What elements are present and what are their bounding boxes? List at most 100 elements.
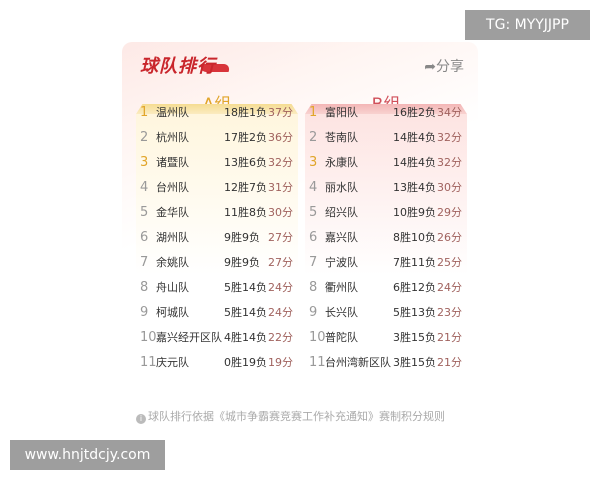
card-title: 球队排行: [140, 56, 216, 77]
group-b: B组 1富阳队16胜2负34分2苍南队14胜4负32分3永康队14胜4负32分4…: [305, 95, 467, 370]
team-points: 27分: [268, 231, 293, 244]
team-rank: 1: [140, 105, 149, 120]
team-row: 4 丽水队 13胜4负 30分: [305, 175, 467, 200]
team-rank: 10: [140, 330, 157, 345]
team-row: 4 台州队 12胜7负 31分: [136, 175, 298, 200]
team-record: 13胜4负: [393, 181, 436, 194]
team-points: 27分: [268, 256, 293, 269]
team-row: 9 柯城队 5胜14负 24分: [136, 300, 298, 325]
team-record: 14胜4负: [393, 156, 436, 169]
team-points: 32分: [268, 156, 293, 169]
team-points: 21分: [437, 331, 462, 344]
team-row: 11 台州湾新区队 3胜15负 21分: [305, 350, 467, 375]
share-icon: ➦: [424, 59, 436, 75]
team-rank: 1: [309, 105, 318, 120]
rules-note: i 球队排行依据《城市争霸赛竞赛工作补充通知》赛制积分规则: [136, 408, 445, 424]
team-points: 32分: [437, 156, 462, 169]
team-points: 24分: [268, 306, 293, 319]
team-row: 7 余姚队 9胜9负 27分: [136, 250, 298, 275]
team-record: 3胜15负: [393, 331, 436, 344]
team-row: 2 苍南队 14胜4负 32分: [305, 125, 467, 150]
team-record: 9胜9负: [224, 256, 260, 269]
team-rank: 8: [140, 280, 149, 295]
group-header-bar: [136, 104, 298, 114]
team-name: 湖州队: [156, 231, 189, 244]
team-record: 18胜1负: [224, 106, 267, 119]
team-name: 长兴队: [325, 306, 358, 319]
team-rank: 9: [309, 305, 318, 320]
team-rank: 6: [309, 230, 318, 245]
team-name: 金华队: [156, 206, 189, 219]
team-record: 5胜13负: [393, 306, 436, 319]
team-row: 5 金华队 11胜8负 30分: [136, 200, 298, 225]
team-record: 14胜4负: [393, 131, 436, 144]
team-record: 11胜8负: [224, 206, 267, 219]
ranking-card: 球队排行 ➦分享 A组 1温州队18胜1负37分2杭州队17胜2负36分3诸暨队…: [122, 42, 478, 438]
team-rank: 4: [309, 180, 318, 195]
group-table: 1 富阳队 16胜2负 34分 2 苍南队 14胜4负 32分 3 永康队 14胜4负 32分 4 丽水队…: [305, 105, 467, 370]
team-row: 9 长兴队 5胜13负 23分: [305, 300, 467, 325]
share-button[interactable]: ➦分享: [424, 56, 464, 76]
team-points: 29分: [437, 206, 462, 219]
team-record: 12胜7负: [224, 181, 267, 194]
team-row: 1 温州队 18胜1负 37分: [136, 100, 298, 125]
team-name: 诸暨队: [156, 156, 189, 169]
team-points: 24分: [437, 281, 462, 294]
rules-note-text: 球队排行依据《城市争霸赛竞赛工作补充通知》赛制积分规则: [148, 410, 445, 423]
team-record: 5胜14负: [224, 306, 267, 319]
team-name: 普陀队: [325, 331, 358, 344]
team-name: 绍兴队: [325, 206, 358, 219]
team-row: 7 宁波队 7胜11负 25分: [305, 250, 467, 275]
team-row: 8 衢州队 6胜12负 24分: [305, 275, 467, 300]
team-name: 杭州队: [156, 131, 189, 144]
team-row: 6 湖州队 9胜9负 27分: [136, 225, 298, 250]
team-name: 柯城队: [156, 306, 189, 319]
team-points: 30分: [268, 206, 293, 219]
team-points: 22分: [268, 331, 293, 344]
team-rank: 5: [140, 205, 149, 220]
team-name: 丽水队: [325, 181, 358, 194]
team-points: 21分: [437, 356, 462, 369]
team-rank: 9: [140, 305, 149, 320]
team-name: 嘉兴队: [325, 231, 358, 244]
team-row: 2 杭州队 17胜2负 36分: [136, 125, 298, 150]
team-rank: 11: [309, 355, 326, 370]
team-row: 8 舟山队 5胜14负 24分: [136, 275, 298, 300]
team-record: 5胜14负: [224, 281, 267, 294]
team-points: 23分: [437, 306, 462, 319]
team-record: 6胜12负: [393, 281, 436, 294]
watermark-bottom: www.hnjtdcjy.com: [10, 440, 165, 470]
team-points: 26分: [437, 231, 462, 244]
team-row: 3 永康队 14胜4负 32分: [305, 150, 467, 175]
team-rank: 5: [309, 205, 318, 220]
team-rank: 7: [309, 255, 318, 270]
team-rank: 3: [309, 155, 318, 170]
team-name: 衢州队: [325, 281, 358, 294]
team-rank: 11: [140, 355, 157, 370]
watermark-top: TG: MYYJJPP: [465, 10, 590, 40]
team-name: 舟山队: [156, 281, 189, 294]
team-name: 宁波队: [325, 256, 358, 269]
team-row: 5 绍兴队 10胜9负 29分: [305, 200, 467, 225]
team-rank: 3: [140, 155, 149, 170]
team-row: 10 嘉兴经开区队 4胜14负 22分: [136, 325, 298, 350]
team-points: 37分: [268, 106, 293, 119]
team-points: 36分: [268, 131, 293, 144]
team-name: 富阳队: [325, 106, 358, 119]
team-name: 温州队: [156, 106, 189, 119]
team-points: 34分: [437, 106, 462, 119]
team-rank: 8: [309, 280, 318, 295]
group-table: 1 温州队 18胜1负 37分 2 杭州队 17胜2负 36分 3 诸暨队 13胜6负 32分 4 台州队…: [136, 105, 298, 370]
team-name: 庆元队: [156, 356, 189, 369]
team-record: 4胜14负: [224, 331, 267, 344]
team-points: 30分: [437, 181, 462, 194]
team-rank: 10: [309, 330, 326, 345]
team-name: 永康队: [325, 156, 358, 169]
share-label: 分享: [436, 59, 464, 75]
team-rank: 6: [140, 230, 149, 245]
team-points: 31分: [268, 181, 293, 194]
team-name: 余姚队: [156, 256, 189, 269]
team-points: 24分: [268, 281, 293, 294]
team-record: 13胜6负: [224, 156, 267, 169]
team-record: 10胜9负: [393, 206, 436, 219]
